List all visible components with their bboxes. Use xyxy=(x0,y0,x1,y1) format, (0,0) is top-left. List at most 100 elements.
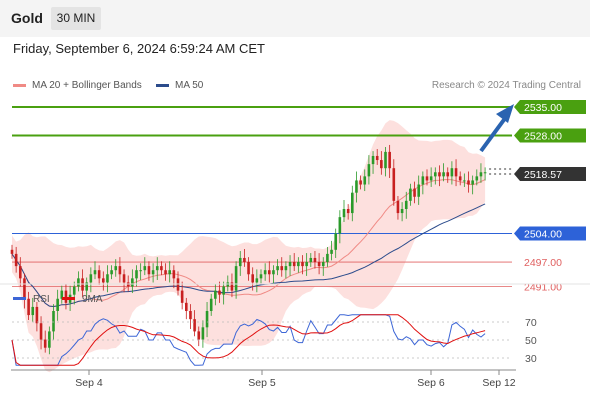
candle-body xyxy=(288,262,292,267)
candle-body xyxy=(143,266,147,271)
candle-body xyxy=(31,306,35,316)
legend-rsi-label: RSI xyxy=(33,294,50,305)
instrument-title: Gold xyxy=(11,10,43,26)
candle-body xyxy=(313,257,317,263)
candle-body xyxy=(351,192,354,214)
candle-body xyxy=(425,176,429,181)
candle-body xyxy=(64,290,68,303)
candle-body xyxy=(446,172,450,177)
candle-body xyxy=(321,262,325,267)
legend-ma50: MA 50 xyxy=(156,80,203,91)
candle-body xyxy=(247,262,250,275)
candle-body xyxy=(201,327,205,340)
candle-body xyxy=(251,274,254,283)
level-tag-1 xyxy=(514,128,586,143)
candle-body xyxy=(305,262,308,267)
candle-body xyxy=(255,278,259,283)
candle-body xyxy=(19,266,22,279)
candle-body xyxy=(263,270,267,275)
candle-body xyxy=(400,209,404,214)
level-label-3: 2504.00 xyxy=(524,228,562,240)
candle-body xyxy=(218,290,221,295)
candle-body xyxy=(384,151,387,169)
candle-body xyxy=(417,184,420,197)
candle-body xyxy=(388,151,391,169)
candle-body xyxy=(463,180,466,182)
candle-body xyxy=(475,176,479,181)
candle-body xyxy=(442,172,445,177)
candle-body xyxy=(238,257,242,267)
candle-body xyxy=(367,164,371,177)
candle-body xyxy=(272,270,275,275)
rsi-tick-2: 30 xyxy=(525,353,537,365)
candle-body xyxy=(172,270,176,279)
candle-body xyxy=(359,180,362,185)
candle-body xyxy=(404,200,408,209)
candle-body xyxy=(284,266,288,271)
candle-body xyxy=(209,298,213,311)
candle-body xyxy=(60,290,64,299)
rsi-line xyxy=(11,314,486,366)
candle-body xyxy=(297,262,300,267)
candle-body xyxy=(380,160,383,169)
forecast-arrow xyxy=(479,115,508,153)
rsi-tick-1: 50 xyxy=(525,335,537,347)
candle-body xyxy=(268,270,271,275)
candle-body xyxy=(234,266,238,291)
level-label-5: 2491.00 xyxy=(524,282,562,294)
candle-body xyxy=(35,306,39,324)
candle-body xyxy=(467,180,470,185)
candle-body xyxy=(346,209,350,214)
ma50-line xyxy=(11,203,486,308)
candle-body xyxy=(106,274,109,283)
candle-body xyxy=(164,270,167,275)
candle-body xyxy=(301,262,304,267)
candle-body xyxy=(454,168,458,177)
candle-body xyxy=(56,298,59,311)
candle-body xyxy=(334,233,337,250)
candle-body xyxy=(189,311,192,320)
legend-9ma-label: 9MA xyxy=(82,294,103,305)
candle-body xyxy=(151,270,155,275)
candle-body xyxy=(102,278,105,283)
candle-body xyxy=(27,298,30,316)
candle-body xyxy=(434,172,437,177)
candle-body xyxy=(118,266,122,275)
candle-body xyxy=(375,155,379,161)
level-label-1: 2528.00 xyxy=(524,131,562,143)
level-tag-2 xyxy=(514,167,586,182)
candle-body xyxy=(135,270,138,279)
candle-body xyxy=(205,311,209,328)
candle-body xyxy=(147,266,151,275)
candle-body xyxy=(122,274,126,283)
candle-body xyxy=(197,331,201,340)
candle-body xyxy=(14,253,18,267)
candle-body xyxy=(280,266,284,271)
candle-body xyxy=(139,270,142,272)
candle-body xyxy=(479,172,483,177)
candle-body xyxy=(392,168,396,201)
level-tag-0 xyxy=(514,100,586,114)
candle-body xyxy=(363,176,367,185)
candle-body xyxy=(185,302,188,311)
candle-body xyxy=(214,290,217,299)
credit-text: Research © 2024 Trading Central xyxy=(431,80,581,91)
candle-body xyxy=(396,200,400,214)
timeframe-button[interactable]: 30 MIN xyxy=(51,7,101,30)
candle-body xyxy=(276,266,279,271)
candle-body xyxy=(180,290,184,303)
legend-rsi-swatch xyxy=(13,297,26,300)
legend-ma20-label: MA 20 + Bollinger Bands xyxy=(32,80,142,91)
level-tag-3 xyxy=(514,226,586,241)
candle-body xyxy=(114,266,118,271)
legend-ma20-swatch xyxy=(13,84,26,87)
candle-body xyxy=(409,188,412,201)
candle-body xyxy=(338,217,342,234)
forecast-arrowhead xyxy=(496,104,514,123)
candle-body xyxy=(93,270,97,275)
candle-body xyxy=(292,262,296,267)
legend-ma20: MA 20 + Bollinger Bands xyxy=(13,80,142,91)
legend-ma50-label: MA 50 xyxy=(175,80,204,91)
bollinger-band-area xyxy=(12,120,486,373)
